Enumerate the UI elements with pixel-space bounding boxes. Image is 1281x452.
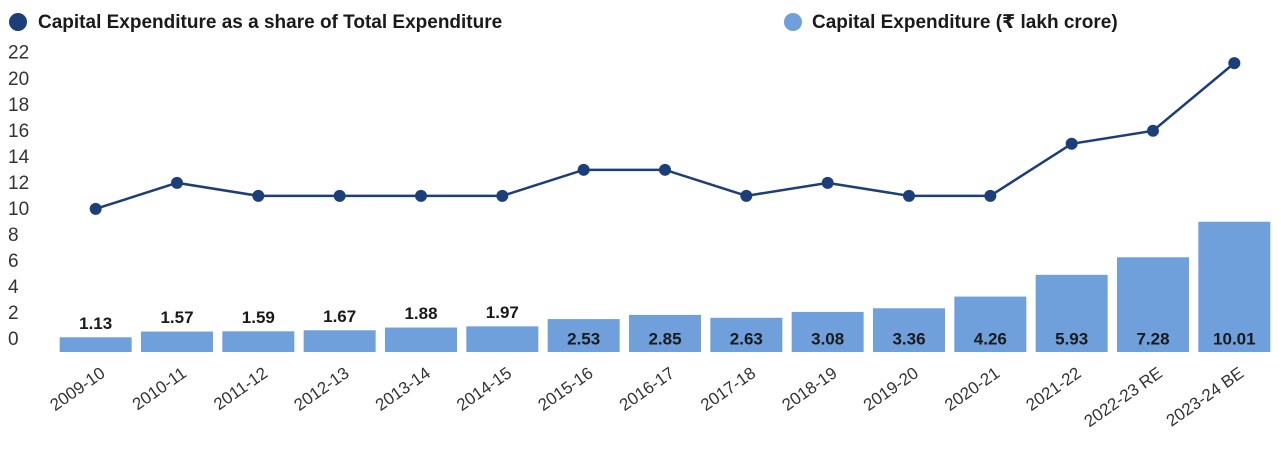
x-tick-label: 2018-19 — [779, 363, 841, 414]
bar-value-label: 1.13 — [79, 314, 112, 333]
legend-label: Capital Expenditure (₹ lakh crore) — [812, 12, 1118, 33]
bar-value-label: 2.53 — [567, 329, 600, 348]
x-tick-label: 2009-10 — [47, 363, 109, 414]
line-point — [171, 176, 183, 189]
line — [95, 62, 1236, 211]
bar — [59, 337, 132, 352]
bar — [1035, 274, 1108, 352]
line-point — [496, 189, 509, 202]
line-point — [984, 189, 997, 202]
y-tick-label: 18 — [8, 95, 29, 116]
y-tick-label: 10 — [8, 199, 29, 220]
y-tick-label: 20 — [8, 69, 29, 90]
x-tick-label: 2011-12 — [210, 363, 271, 414]
bar-value-label: 3.36 — [892, 329, 925, 348]
line-point — [903, 189, 915, 202]
bar — [547, 319, 620, 352]
legend: Capital Expenditure as a share of Total … — [9, 12, 1118, 33]
bar — [954, 296, 1027, 352]
line-point — [577, 163, 590, 176]
line-point — [821, 176, 834, 189]
x-tick-label: 2023-24 BE — [1163, 363, 1247, 430]
bar — [873, 308, 945, 352]
bar-value-label: 4.26 — [974, 329, 1007, 348]
bar-value-label: 2.63 — [730, 329, 763, 348]
y-tick-label: 6 — [8, 251, 19, 272]
bar — [385, 327, 457, 352]
legend-swatch — [9, 13, 27, 31]
line-point — [415, 189, 427, 202]
y-tick-label: 22 — [8, 43, 29, 64]
bar-value-label: 3.08 — [811, 329, 844, 348]
bar — [791, 311, 864, 352]
line-point — [1065, 137, 1078, 150]
bar — [629, 314, 701, 352]
line-point — [740, 189, 753, 202]
x-tick-label: 2021-22 — [1023, 363, 1085, 414]
bar — [303, 330, 376, 352]
bar-value-label: 10.01 — [1213, 329, 1256, 348]
line-point — [659, 163, 671, 176]
y-tick-label: 4 — [8, 277, 19, 298]
x-tick-label: 2020-21 — [941, 363, 1003, 414]
y-tick-label: 12 — [8, 173, 29, 194]
bar-value-label: 5.93 — [1055, 329, 1088, 348]
bar — [141, 331, 213, 352]
x-tick-label: 2014-15 — [453, 363, 515, 414]
bar-value-label: 2.85 — [648, 329, 681, 348]
bar — [222, 331, 295, 352]
line-point — [1147, 124, 1159, 137]
bar-value-label: 1.88 — [404, 304, 437, 323]
x-tick-label: 2012-13 — [291, 363, 353, 414]
bar-value-label: 1.97 — [486, 303, 519, 322]
legend-label: Capital Expenditure as a share of Total … — [38, 12, 502, 33]
bar-value-label: 1.57 — [160, 308, 193, 327]
legend-swatch — [784, 13, 802, 31]
bar-value-label: 7.28 — [1136, 329, 1169, 348]
line-point — [89, 202, 102, 215]
line-point — [252, 189, 265, 202]
y-tick-label: 0 — [8, 329, 19, 350]
x-tick-label: 2010-11 — [129, 363, 190, 414]
x-tick-label: 2017-18 — [697, 363, 759, 414]
y-tick-label: 16 — [8, 121, 29, 142]
y-tick-label: 14 — [8, 147, 30, 168]
x-tick-label: 2013-14 — [372, 363, 434, 414]
bar-value-label: 1.59 — [242, 308, 275, 327]
bar — [1117, 257, 1189, 352]
x-tick-label: 2022-23 RE — [1081, 363, 1166, 431]
y-tick-label: 2 — [8, 303, 19, 324]
bar — [466, 326, 539, 352]
bar — [1198, 221, 1271, 352]
x-tick-label: 2016-17 — [616, 363, 678, 414]
line-point — [1228, 57, 1241, 70]
x-tick-label: 2019-20 — [860, 363, 922, 414]
y-tick-label: 8 — [8, 225, 19, 246]
bar-value-label: 1.67 — [323, 307, 356, 326]
bar — [710, 317, 783, 352]
x-tick-label: 2015-16 — [535, 363, 597, 414]
line-point — [333, 189, 346, 202]
